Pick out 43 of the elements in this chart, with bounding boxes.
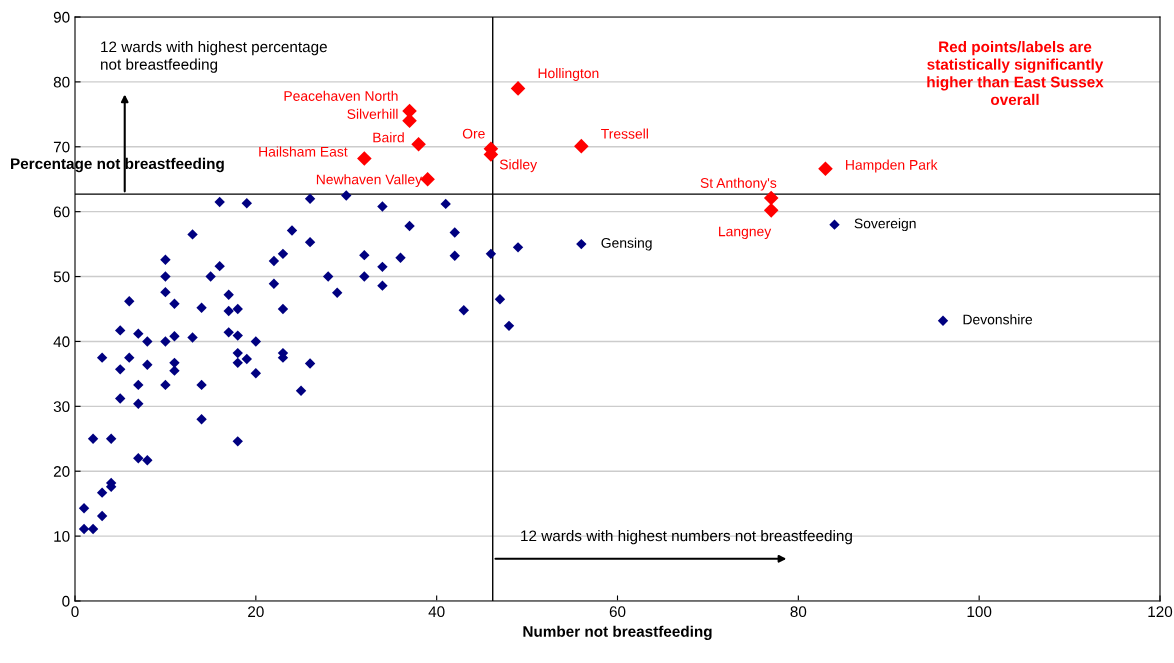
annotation: Tressell [601, 128, 648, 139]
annotation: 12 wards with highest percentage not breastfeeding [101, 41, 327, 73]
y-tick-label: 60 [53, 206, 70, 218]
x-tick-label: 20 [248, 606, 264, 618]
annotation: Ore [462, 128, 485, 139]
y-tick-label: 30 [53, 401, 70, 413]
annotation: 12 wards with highest numbers not breastfeeding [521, 530, 852, 545]
point [763, 190, 779, 206]
x-tick-label: 60 [609, 606, 626, 618]
annotation: Sidley [499, 159, 538, 173]
y-tick-label: 80 [53, 76, 70, 88]
y-tick-label: 0 [62, 595, 70, 607]
y-tick-label: 90 [53, 11, 70, 23]
point [763, 203, 779, 218]
y-tick-label: 40 [53, 336, 70, 348]
x-tick-label: 80 [790, 606, 807, 618]
y-tick-label: 70 [53, 141, 70, 153]
point [411, 136, 426, 152]
y-tick-label: 20 [53, 466, 70, 477]
point [510, 81, 526, 96]
annotation: Gensing [601, 237, 652, 251]
annotation: St Anthony's [700, 177, 777, 191]
x-axis-title: Number not breastfeeding [523, 625, 712, 640]
annotation: Devonshire [963, 314, 1033, 325]
annotation: Hailsham East [259, 146, 348, 157]
x-tick-label: 120 [1148, 606, 1173, 618]
point [818, 161, 833, 177]
y-tick-label: 10 [54, 530, 70, 542]
annotation: Silverhill [347, 108, 398, 119]
annotation: Newhaven Valley [316, 174, 423, 188]
point [574, 138, 589, 154]
x-tick-label: 100 [967, 606, 992, 618]
annotation: Baird [373, 132, 404, 143]
annotation: Langney [719, 226, 772, 240]
x-tick-label: 40 [428, 606, 445, 618]
annotation: Peacehaven North [284, 90, 398, 101]
x-tick-label: 0 [71, 606, 79, 618]
annotation: Hampden Park [846, 159, 938, 173]
y-tick-label: 50 [53, 271, 70, 283]
annotation: Red points/labels are statistically significantly higher than East Sussex overall [927, 41, 1104, 106]
annotation: Hollington [538, 68, 599, 81]
annotation: Sovereign [854, 218, 916, 232]
point [357, 151, 372, 166]
